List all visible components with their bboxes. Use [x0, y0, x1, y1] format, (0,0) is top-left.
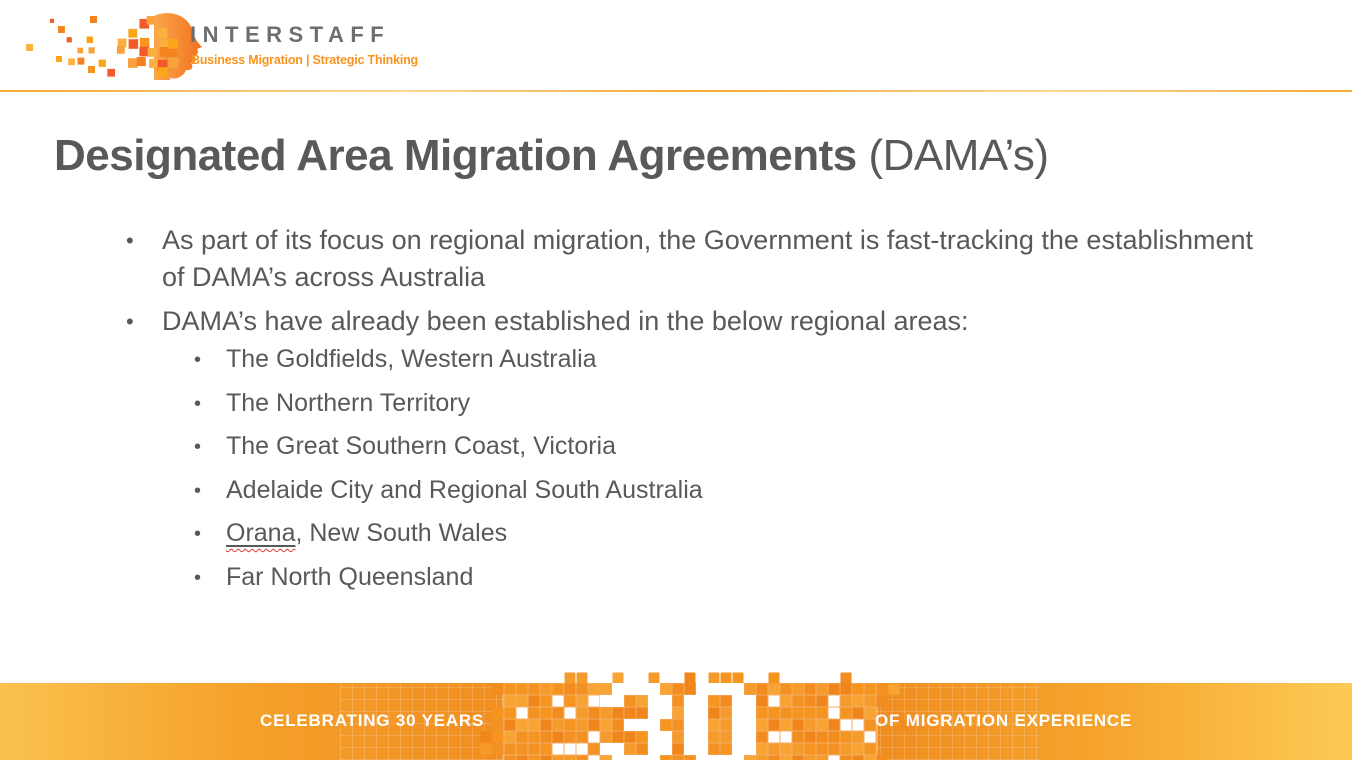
list-item: DAMA’s have already been established in …: [120, 303, 1272, 340]
list-item: Adelaide City and Regional South Austral…: [162, 475, 1300, 504]
list-item: The Great Southern Coast, Victoria: [162, 432, 1300, 461]
bullet-list: As part of its focus on regional migrati…: [120, 222, 1300, 340]
list-item-text: The Goldfields, Western Australia: [226, 345, 597, 373]
list-item: Orana, New South Wales: [162, 519, 1300, 548]
list-item: The Goldfields, Western Australia: [162, 345, 1300, 374]
page-title: Designated Area Migration Agreements (DA…: [54, 130, 1314, 182]
list-item-text: The Great Southern Coast, Victoria: [226, 432, 617, 460]
sub-bullet-list: The Goldfields, Western Australia The No…: [162, 345, 1300, 591]
footer-right-text: OF MIGRATION EXPERIENCE: [875, 711, 1133, 730]
list-item-text: , New South Wales: [295, 519, 508, 547]
spellcheck-flagged-word: Orana: [226, 519, 296, 547]
list-item-text: Far North Queensland: [226, 562, 474, 591]
title-bold-part: Designated Area Migration Agreements: [54, 131, 857, 180]
slide-body: As part of its focus on regional migrati…: [120, 222, 1300, 608]
interstaff-logo: [22, 4, 222, 90]
header: INTERSTAFF Business Migration | Strategi…: [0, 0, 1352, 90]
brand-tagline: Business Migration | Strategic Thinking: [191, 53, 418, 67]
list-item: Far North Queensland: [162, 562, 1300, 591]
pixel-head-icon: [26, 13, 202, 80]
list-item: As part of its focus on regional migrati…: [120, 222, 1272, 296]
list-item-text: The Northern Territory: [226, 388, 471, 417]
footer-left-text: CELEBRATING 30 YEARS: [260, 711, 485, 730]
mosaic-30-graphic: [480, 672, 912, 760]
list-item: The Northern Territory: [162, 388, 1300, 417]
title-regular-part: (DAMA’s): [868, 131, 1049, 180]
header-divider: [0, 90, 1352, 92]
list-item-text: Adelaide City and Regional South Austral…: [226, 475, 703, 504]
brand-wordmark: INTERSTAFF: [190, 22, 391, 47]
